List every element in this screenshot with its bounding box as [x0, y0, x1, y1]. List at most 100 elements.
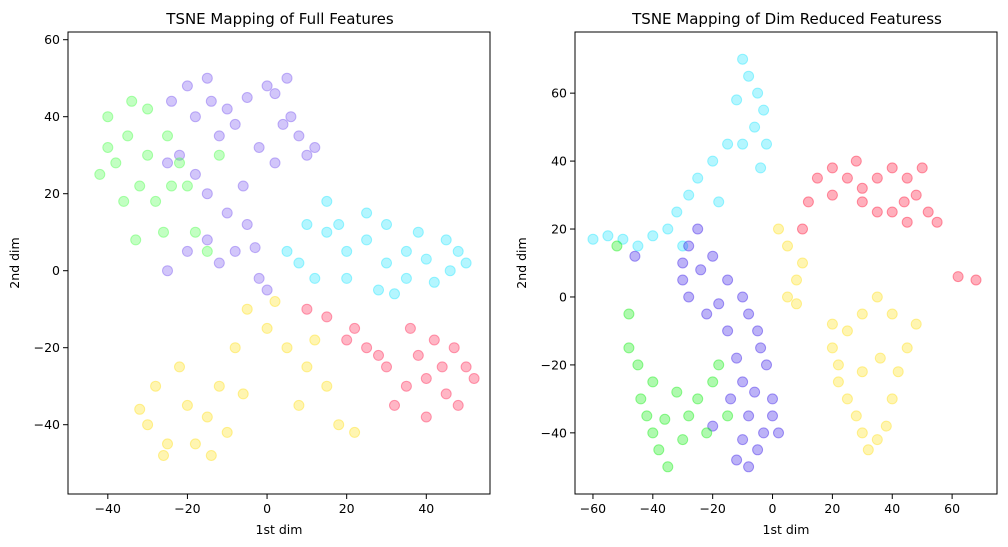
scatter-point	[341, 245, 353, 257]
scatter-point	[743, 461, 755, 473]
y-tick-label: 0	[52, 263, 60, 278]
scatter-point	[856, 196, 868, 208]
scatter-point	[683, 189, 695, 201]
y-tick-label: −20	[541, 357, 567, 372]
scatter-point	[373, 349, 384, 361]
scatter-point	[301, 361, 313, 373]
scatter-point	[381, 361, 392, 373]
scatter-point	[249, 242, 261, 254]
x-tick-label: −60	[580, 501, 606, 516]
scatter-point	[181, 399, 193, 411]
scatter-point	[221, 103, 233, 115]
scatter-point	[102, 142, 114, 153]
scatter-point	[126, 95, 138, 107]
scatter-point	[400, 380, 412, 392]
x-axis-ticks: −40 −20 0 20 40	[95, 494, 434, 516]
scatter-point	[412, 226, 424, 238]
scatter-point	[420, 373, 432, 384]
scatter-point	[448, 342, 460, 354]
scatter-point	[683, 410, 695, 422]
scatter-point	[293, 399, 305, 411]
x-tick-label: 0	[769, 501, 777, 516]
scatter-point	[647, 376, 659, 388]
scatter-point	[301, 219, 313, 230]
scatter-point	[761, 359, 772, 371]
scatter-point	[309, 142, 321, 153]
scatter-point	[436, 361, 448, 373]
scatter-point	[758, 427, 770, 439]
scatter-point	[871, 206, 883, 218]
scatter-point	[832, 359, 844, 371]
scatter-point	[841, 325, 853, 337]
scatter-point	[158, 226, 169, 238]
x-tick-label: 40	[418, 501, 434, 516]
scatter-point	[931, 216, 943, 228]
scatter-point	[213, 149, 225, 161]
scatter-point	[285, 111, 297, 123]
scatter-point	[623, 308, 635, 320]
scatter-point	[221, 207, 233, 219]
scatter-point	[205, 95, 217, 107]
scatter-point	[261, 284, 273, 296]
scatter-point	[707, 420, 719, 432]
scatter-point	[695, 264, 707, 276]
y-tick-label: −20	[34, 340, 60, 355]
scatter-point	[871, 434, 883, 446]
scatter-point	[752, 444, 764, 456]
y-tick-label: 20	[551, 222, 567, 237]
scatter-point	[389, 288, 400, 300]
scatter-point	[841, 393, 853, 405]
scatter-point	[874, 352, 886, 364]
scatter-point	[277, 118, 289, 130]
scatter-points	[587, 53, 982, 473]
scatter-point	[201, 234, 213, 246]
scatter-point	[269, 88, 281, 100]
scatter-point	[189, 226, 201, 238]
scatter-point	[722, 274, 734, 286]
scatter-point	[201, 188, 213, 200]
scatter-point	[174, 361, 185, 373]
scatter-point	[713, 359, 725, 371]
scatter-point	[221, 426, 233, 438]
plot-frame	[67, 31, 491, 495]
scatter-point	[452, 399, 464, 411]
scatter-point	[641, 410, 653, 422]
scatter-point	[898, 196, 910, 208]
scatter-point	[201, 245, 213, 257]
scatter-point	[632, 240, 644, 252]
scatter-point	[662, 223, 674, 235]
scatter-point	[440, 388, 452, 400]
scatter-point	[150, 195, 162, 207]
scatter-point	[856, 308, 868, 320]
scatter-point	[767, 393, 778, 405]
scatter-point	[241, 303, 253, 315]
y-axis-ticks: −40 −20 0 20 40 60	[34, 32, 68, 432]
scatter-point	[142, 419, 154, 431]
scatter-point	[602, 230, 614, 242]
scatter-point	[731, 94, 743, 106]
scatter-point	[826, 189, 838, 201]
scatter-point	[725, 393, 737, 405]
chart-title: TSNE Mapping of Dim Reduced Featuress	[631, 10, 942, 28]
scatter-point	[635, 393, 647, 405]
x-tick-label: −20	[699, 501, 725, 516]
scatter-point	[162, 157, 173, 169]
scatter-point	[826, 162, 838, 174]
y-tick-label: 20	[44, 186, 60, 201]
scatter-point	[671, 206, 683, 218]
x-tick-label: 0	[263, 501, 271, 516]
scatter-chart-full-features: TSNE Mapping of Full Features −40 −20 0 20 4…	[7, 10, 491, 537]
scatter-point	[743, 410, 755, 422]
scatter-point	[373, 284, 384, 296]
scatter-point	[253, 272, 265, 284]
scatter-point	[743, 308, 755, 320]
scatter-point	[389, 399, 400, 411]
scatter-point	[404, 322, 416, 334]
scatter-point	[189, 438, 201, 450]
scatter-point	[321, 226, 333, 238]
scatter-point	[791, 274, 802, 286]
scatter-point	[713, 298, 725, 310]
scatter-point	[692, 393, 704, 405]
scatter-point	[142, 149, 154, 161]
